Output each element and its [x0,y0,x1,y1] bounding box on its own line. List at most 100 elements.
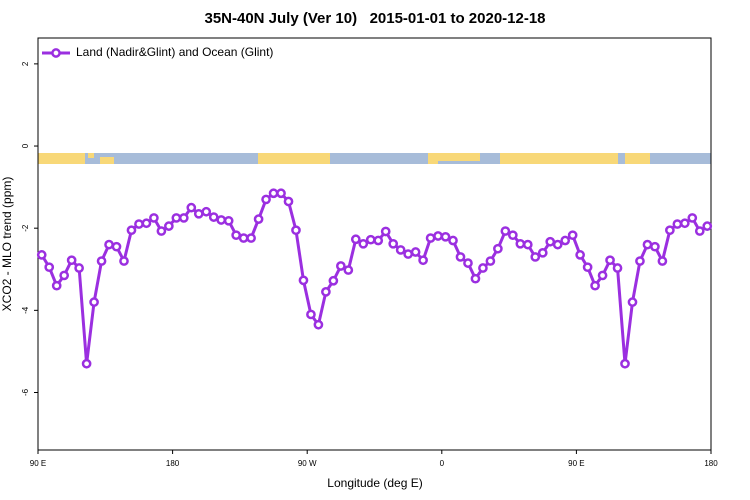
data-point [597,270,608,281]
data-point [687,213,698,223]
data-point [657,256,668,266]
data-point [306,309,316,320]
data-point [66,255,77,266]
land [258,153,330,164]
data-point [493,243,503,254]
x-tick-label: 180 [704,459,718,468]
data-point [149,213,159,223]
data-point [702,221,713,231]
data-point [605,255,615,266]
land [38,153,85,164]
data-point [238,233,249,243]
data-point [642,239,653,250]
data-point [612,263,623,273]
data-point [448,235,458,246]
land [500,153,618,164]
y-tick-label: 2 [21,61,30,66]
data-point [627,297,638,307]
chart-title: 35N-40N July (Ver 10) 2015-01-01 to 2020… [204,10,545,27]
data-point [223,215,234,226]
data-point [343,265,354,275]
data-point [373,235,384,246]
data-point [552,239,563,250]
data-point [104,239,114,250]
data-point [201,206,212,217]
data-point [321,287,331,297]
map-strip [38,153,711,164]
data-point [81,358,92,369]
data-point [246,233,256,243]
data-point [567,230,578,241]
data-point [365,234,376,245]
data-point [575,250,585,260]
data-point [515,238,526,249]
data-point [193,208,204,219]
data-point [425,233,436,243]
data-point [44,262,55,273]
data-point [560,235,571,246]
land [100,157,114,164]
data-point [96,256,107,266]
data-point [119,256,129,266]
data-point [500,226,511,236]
data-point [590,280,600,291]
data-point [74,263,84,273]
data-point [388,238,399,249]
data-point [672,219,683,229]
data-point [208,212,219,222]
data-point [522,239,533,250]
data-point [440,231,451,242]
data-point [478,263,488,273]
x-tick-label: 0 [440,459,445,468]
data-point [336,261,346,271]
data-point [380,226,391,237]
data-point [231,230,242,241]
data-point [134,219,144,229]
data-point [261,194,271,205]
y-tick-label: -6 [21,388,30,396]
data-point [463,258,473,268]
legend-marker [51,48,61,58]
x-tick-label: 90 E [568,459,584,468]
data-point [418,255,428,266]
y-axis-label: XCO2 - MLO trend (ppm) [0,177,14,312]
y-tick-label: -2 [21,224,30,232]
y-tick-label: -4 [21,306,30,314]
x-tick-label: 180 [166,459,180,468]
data-point [485,256,496,266]
data-point [291,225,301,236]
ocean [38,153,711,164]
data-point [635,256,645,266]
data-point [665,225,675,236]
legend-label: Land (Nadir&Glint) and Ocean (Glint) [76,45,273,59]
data-point [156,226,167,236]
data-point [358,238,369,249]
data-point [507,230,518,241]
data-point [694,226,705,236]
y-tick-label: 0 [21,143,30,148]
data-point [268,188,279,199]
data-point [283,196,294,207]
data-point [395,245,406,255]
data-point [216,215,227,225]
plot-frame [37,37,712,451]
data-point [141,218,152,229]
data-point [650,241,660,252]
data-point [111,241,122,252]
data-point [164,221,174,231]
x-tick-label: 90 E [30,459,46,468]
x-tick-label: 90 W [298,459,317,468]
data-point [171,213,182,223]
data-point [328,275,339,286]
data-point [410,247,421,257]
data-point [186,202,197,213]
data-point [313,319,324,330]
data-point [582,262,593,273]
data-point [620,358,630,369]
data-point [126,225,137,236]
data-point [470,273,481,284]
data-point [679,218,690,229]
data-point [36,250,47,260]
data-point [51,280,62,291]
